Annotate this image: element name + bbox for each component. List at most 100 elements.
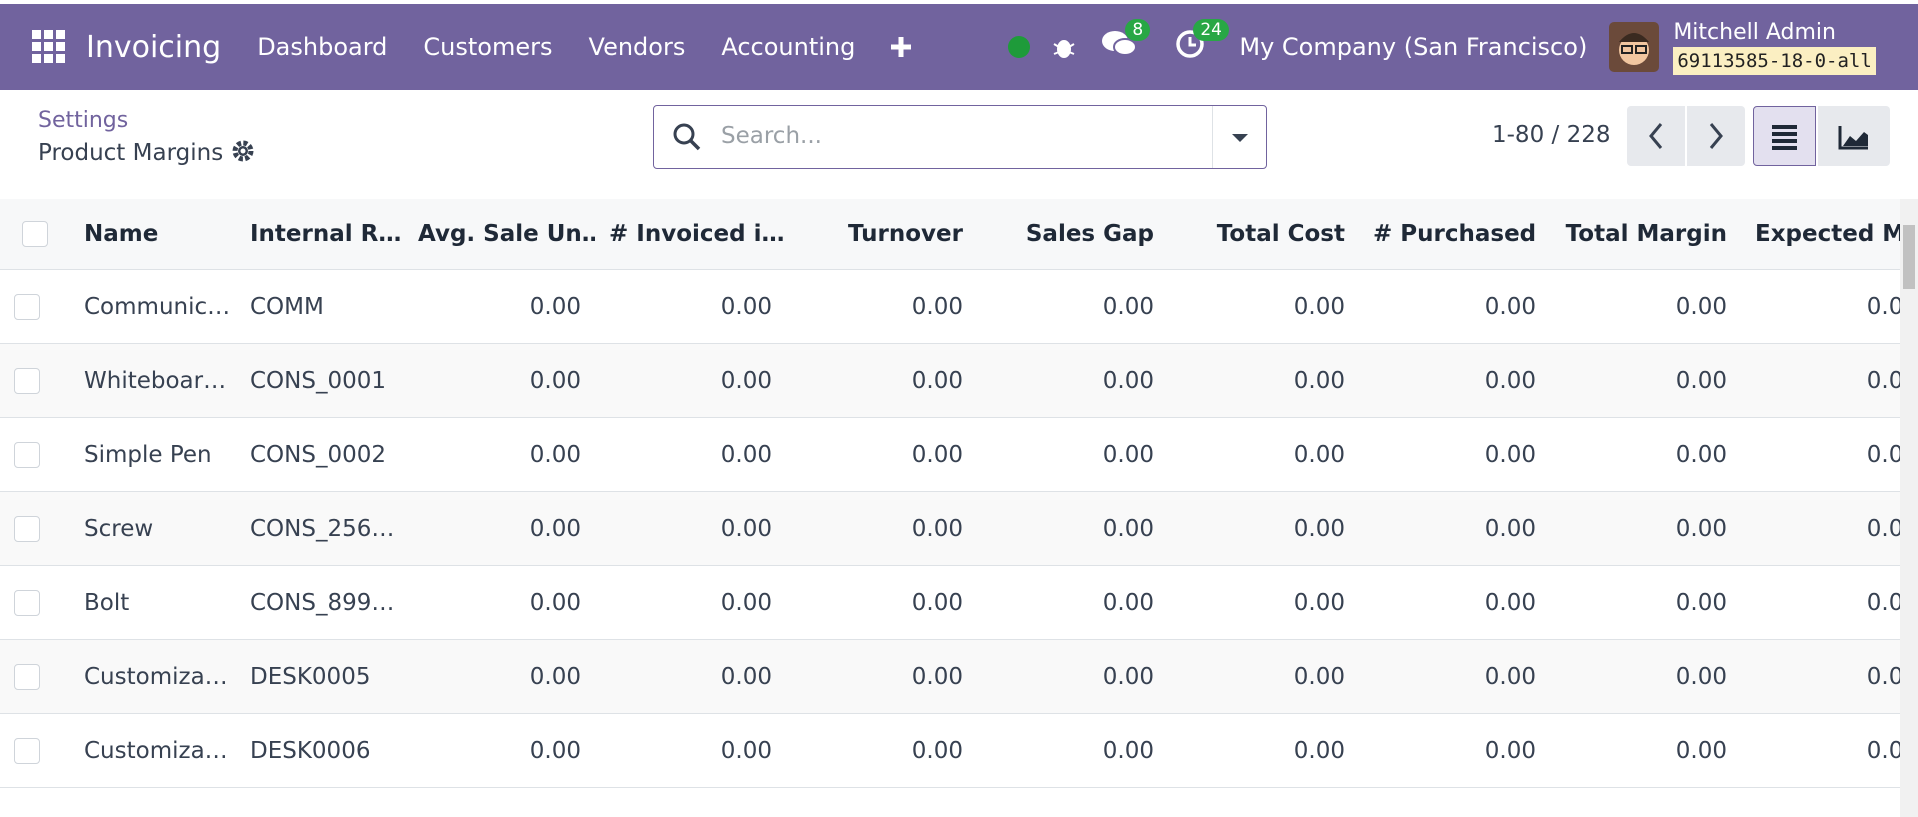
checkbox[interactable] bbox=[14, 367, 40, 394]
menu-item[interactable]: Vendors bbox=[588, 33, 686, 61]
column-header[interactable]: Turnover bbox=[786, 199, 977, 270]
number-cell: 0.00 bbox=[404, 713, 595, 788]
number-cell: 0.00 bbox=[786, 491, 977, 566]
search-icon bbox=[673, 123, 701, 151]
table-row[interactable]: Screw CONS_256… 0.00 0.00 0.00 0.00 0.00 0.00 0.… bbox=[0, 491, 1900, 566]
number-cell: 0.00 bbox=[1741, 343, 1900, 418]
menu-item[interactable]: Customers bbox=[423, 33, 553, 61]
number-cell: 0.00 bbox=[404, 417, 595, 492]
activity-count: 24 bbox=[1193, 19, 1229, 41]
search-box[interactable]: Search... bbox=[653, 105, 1267, 169]
number-cell: 0.00 bbox=[595, 639, 786, 714]
number-cell: 0.00 bbox=[1550, 491, 1741, 566]
number-cell: 0.00 bbox=[1741, 639, 1900, 714]
reference-cell: DESK0005 bbox=[236, 639, 404, 714]
company[interactable]: My Company (San Francisco) bbox=[1239, 33, 1588, 61]
checkbox[interactable] bbox=[14, 293, 40, 320]
clock-icon bbox=[1176, 30, 1205, 58]
number-cell: 0.00 bbox=[977, 417, 1168, 492]
apps-icon[interactable] bbox=[32, 30, 66, 64]
debug-icon[interactable] bbox=[1051, 34, 1077, 60]
graph-icon bbox=[1838, 126, 1868, 150]
number-cell: 0.00 bbox=[786, 713, 977, 788]
checkbox[interactable] bbox=[14, 515, 40, 542]
activities[interactable]: 24 bbox=[1175, 19, 1229, 65]
table-row[interactable]: Communic… COMM 0.00 0.00 0.00 0.00 0.00 0.00 0.0… bbox=[0, 269, 1900, 344]
next-button[interactable] bbox=[1687, 106, 1745, 166]
user-name[interactable]: Mitchell Admin bbox=[1673, 20, 1836, 45]
number-cell: 0.00 bbox=[1550, 713, 1741, 788]
app-name[interactable]: Invoicing bbox=[86, 29, 222, 65]
graph-view-button[interactable] bbox=[1818, 106, 1890, 166]
number-cell: 0.00 bbox=[977, 565, 1168, 640]
number-cell: 0.00 bbox=[1550, 417, 1741, 492]
column-header[interactable]: Name bbox=[70, 199, 236, 270]
scrollbar[interactable] bbox=[1900, 199, 1918, 817]
column-header[interactable]: Sales Gap bbox=[977, 199, 1168, 270]
page-title: Product Margins bbox=[38, 139, 255, 166]
reference-cell: CONS_256… bbox=[236, 491, 404, 566]
number-cell: 0.00 bbox=[1550, 269, 1741, 344]
number-cell: 0.00 bbox=[1741, 269, 1900, 344]
name-cell: Whiteboar… bbox=[70, 343, 236, 418]
number-cell: 0.00 bbox=[1359, 565, 1550, 640]
number-cell: 0.00 bbox=[595, 491, 786, 566]
name-cell: Screw bbox=[70, 491, 236, 566]
column-header[interactable]: Avg. Sale Un… bbox=[404, 199, 595, 270]
checkbox[interactable] bbox=[14, 737, 40, 764]
table-row[interactable]: Customiza… DESK0006 0.00 0.00 0.00 0.00 0.00 0.… bbox=[0, 713, 1900, 788]
select-all-cell bbox=[0, 199, 70, 270]
number-cell: 0.00 bbox=[786, 639, 977, 714]
checkbox[interactable] bbox=[14, 589, 40, 616]
number-cell: 0.00 bbox=[1168, 565, 1359, 640]
select-cell bbox=[0, 713, 70, 788]
checkbox[interactable] bbox=[14, 441, 40, 468]
chevron-left bbox=[1649, 123, 1663, 149]
search-toggle[interactable] bbox=[1212, 106, 1267, 168]
name-cell: Simple Pen bbox=[70, 417, 236, 492]
number-cell: 0.00 bbox=[1550, 565, 1741, 640]
list-view-button[interactable] bbox=[1753, 106, 1816, 166]
menu-item[interactable]: Dashboard bbox=[257, 33, 388, 61]
number-cell: 0.00 bbox=[595, 565, 786, 640]
column-header[interactable]: Total Cost bbox=[1168, 199, 1359, 270]
number-cell: 0.00 bbox=[404, 343, 595, 418]
number-cell: 0.00 bbox=[1359, 269, 1550, 344]
list-table: Name Internal R… Avg. Sale Un… # Invoiced i… bbox=[0, 199, 1900, 817]
checkbox[interactable] bbox=[22, 221, 48, 248]
reference-cell: CONS_0002 bbox=[236, 417, 404, 492]
column-header[interactable]: # Purchased bbox=[1359, 199, 1550, 270]
number-cell: 0.00 bbox=[1168, 639, 1359, 714]
name-cell: Bolt bbox=[70, 565, 236, 640]
prev-button[interactable] bbox=[1627, 106, 1685, 166]
avatar[interactable] bbox=[1609, 22, 1660, 72]
select-cell bbox=[0, 343, 70, 418]
number-cell: 0.00 bbox=[977, 639, 1168, 714]
column-header[interactable]: Expected M… bbox=[1741, 199, 1900, 270]
number-cell: 0.00 bbox=[404, 565, 595, 640]
number-cell: 0.00 bbox=[786, 417, 977, 492]
column-header[interactable]: Internal R… bbox=[236, 199, 404, 270]
select-cell bbox=[0, 417, 70, 492]
reference-cell: CONS_899… bbox=[236, 565, 404, 640]
db-name: 69113585-18-0-all bbox=[1673, 47, 1876, 75]
new-icon[interactable] bbox=[889, 35, 913, 59]
number-cell: 0.00 bbox=[595, 713, 786, 788]
scroll-thumb[interactable] bbox=[1903, 225, 1915, 289]
table-row[interactable]: Simple Pen CONS_0002 0.00 0.00 0.00 0.00 0.00 0… bbox=[0, 417, 1900, 492]
checkbox[interactable] bbox=[14, 663, 40, 690]
table-row[interactable]: Whiteboar… CONS_0001 0.00 0.00 0.00 0.00 0.00 0… bbox=[0, 343, 1900, 418]
number-cell: 0.00 bbox=[1550, 639, 1741, 714]
gear-icon[interactable] bbox=[231, 139, 255, 163]
table-row[interactable]: Bolt CONS_899… 0.00 0.00 0.00 0.00 0.00 0.00 0.0… bbox=[0, 565, 1900, 640]
breadcrumb[interactable]: Settings bbox=[38, 108, 129, 133]
number-cell: 0.00 bbox=[1168, 713, 1359, 788]
number-cell: 0.00 bbox=[595, 269, 786, 344]
messages[interactable]: 8 bbox=[1101, 19, 1151, 65]
number-cell: 0.00 bbox=[786, 565, 977, 640]
menu-item[interactable]: Accounting bbox=[721, 33, 856, 61]
table-row[interactable]: Customiza… DESK0005 0.00 0.00 0.00 0.00 0.00 0.… bbox=[0, 639, 1900, 714]
column-header[interactable]: # Invoiced i… bbox=[595, 199, 786, 270]
column-header[interactable]: Total Margin bbox=[1550, 199, 1741, 270]
